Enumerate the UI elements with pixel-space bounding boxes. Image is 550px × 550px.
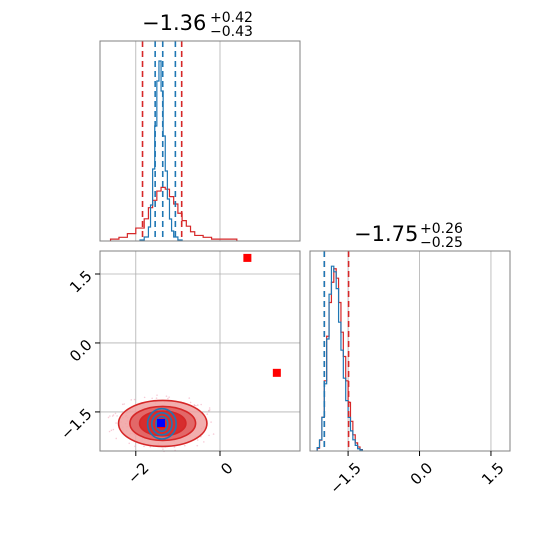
scatter-point — [208, 407, 211, 409]
scatter-point — [130, 399, 133, 401]
scatter-point — [109, 415, 111, 417]
scatter-point — [121, 403, 124, 406]
contour-blue-level — [155, 415, 169, 433]
scatter-point — [200, 403, 202, 406]
scatter-point — [110, 429, 113, 432]
panel-top-left-background — [100, 41, 300, 241]
scatter-point — [123, 403, 126, 405]
scatter-point — [143, 396, 146, 399]
scatter-point — [189, 401, 192, 404]
panel-top-left-title-upper: +0.42 — [210, 10, 253, 26]
scatter-point — [116, 415, 118, 417]
scatter-point — [134, 445, 136, 448]
scatter-point — [196, 404, 199, 406]
scatter-point — [195, 404, 197, 407]
panel-top-left-quantile-lines — [141, 41, 183, 241]
marker-square — [243, 253, 252, 262]
scatter-point — [133, 398, 136, 401]
scatter-point — [206, 413, 209, 415]
scatter-point — [196, 439, 199, 441]
panel-bottom-right-quantile-lines — [323, 251, 350, 451]
histogram-blue-step — [139, 60, 183, 241]
panel-bottom-right-title-upper: +0.26 — [420, 221, 463, 237]
scatter-point — [162, 448, 164, 450]
panel-top-left-frame — [99, 40, 301, 242]
panel-bottom-right-frame — [309, 250, 511, 452]
scatter-point — [167, 397, 169, 400]
panel-bottom-right-histograms — [316, 265, 363, 451]
scatter-point — [107, 416, 110, 419]
histogram-red-step — [109, 186, 238, 241]
scatter-point — [212, 433, 215, 435]
marker-square — [157, 418, 166, 427]
panel-bottom-left-frame — [99, 250, 301, 452]
panel-bottom-left-markers — [157, 253, 281, 428]
scatter-point — [108, 430, 111, 433]
scatter-point — [112, 414, 115, 416]
scatter-point — [208, 434, 210, 437]
contour-blue-level — [146, 407, 178, 440]
panel-top-left-histograms — [109, 60, 238, 241]
scatter-point — [149, 446, 152, 448]
scatter-point — [188, 397, 191, 399]
panel-top-left: −1.36 +0.42 −0.43 — [99, 10, 301, 242]
scatter-point — [196, 444, 199, 447]
scatter-point — [155, 397, 158, 399]
scatter-point — [128, 442, 131, 445]
panel-bottom-right-background — [310, 251, 510, 451]
scatter-point — [168, 396, 170, 398]
scatter-point — [165, 395, 168, 397]
scatter-point — [143, 445, 145, 448]
marker-square — [272, 368, 281, 377]
panel-bottom-right-title-lower: −0.25 — [420, 235, 463, 251]
scatter-point — [115, 437, 118, 440]
scatter-point — [112, 428, 115, 431]
scatter-point — [151, 397, 153, 400]
panel-top-left-title-value: −1.36 — [142, 11, 206, 35]
scatter-point — [193, 404, 196, 407]
scatter-point — [156, 394, 158, 396]
scatter-point — [210, 421, 212, 423]
panel-top-left-title-lower: −0.43 — [210, 24, 253, 40]
scatter-point — [114, 412, 117, 415]
histogram-blue-step — [316, 265, 363, 451]
contour-blue-level — [150, 412, 173, 436]
scatter-point — [115, 422, 117, 424]
panel-bottom-right-title-value: −1.75 — [354, 222, 418, 246]
panel-top-left-grid — [135, 41, 221, 241]
scatter-point — [173, 446, 176, 448]
scatter-point — [203, 441, 205, 443]
scatter-point — [184, 444, 186, 447]
scatter-point — [208, 409, 210, 412]
